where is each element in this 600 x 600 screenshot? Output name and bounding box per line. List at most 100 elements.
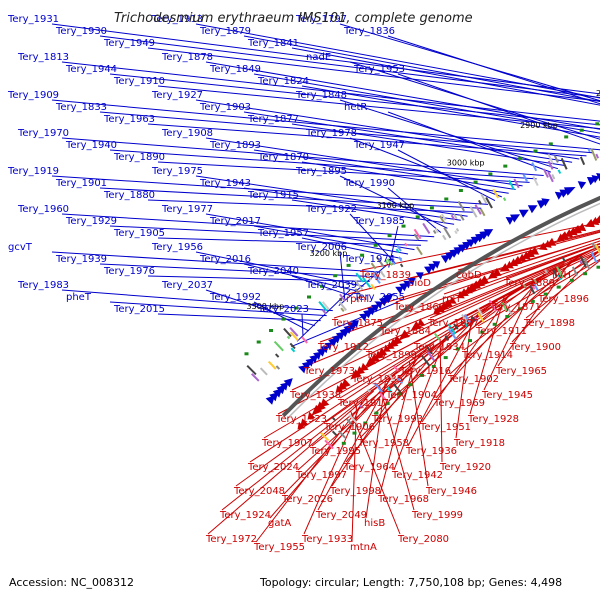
gene-label-reverse: Tery_1914 [461, 350, 513, 361]
gene-label-forward: Tery_1895 [295, 166, 347, 177]
feature-tracks [244, 122, 600, 450]
feature-tick [390, 259, 396, 266]
gene-arrow-reverse [570, 225, 582, 234]
gene-connector-reverse [317, 376, 392, 511]
marker-tick [360, 253, 365, 257]
gene-arrow-reverse [509, 258, 519, 267]
gene-label-forward: Tery_1929 [65, 216, 117, 227]
gene-connector-reverse [463, 249, 600, 351]
feature-tick [440, 346, 446, 352]
backbone-ring [281, 195, 600, 418]
feature-tick [286, 335, 291, 340]
gene-label-reverse: Tery_1998 [329, 486, 381, 497]
gene-arrow-forward [596, 173, 600, 182]
feature-tick [362, 276, 372, 288]
gene-arrow-forward [298, 365, 307, 374]
gene-connector-forward [99, 187, 482, 209]
gene-label-reverse: Tery_1889 [503, 278, 555, 289]
feature-tick [552, 269, 558, 278]
gene-connector-forward [109, 225, 428, 242]
gene-label-forward: Tery_1849 [209, 64, 261, 75]
gene-arrow-forward [359, 313, 368, 322]
feature-tick [355, 297, 360, 303]
gene-label-forward: Tery_1905 [113, 228, 165, 239]
gene-connector-forward [61, 137, 544, 176]
feature-tick [504, 303, 513, 316]
gene-arrow-forward [320, 345, 329, 354]
gene-arrow-reverse [469, 280, 481, 290]
feature-tick [354, 288, 364, 299]
feature-tick [551, 173, 556, 180]
gene-label-reverse: gatA [268, 518, 291, 529]
gene-label-reverse: Tery_1973 [303, 366, 355, 377]
feature-tick [412, 366, 417, 372]
gene-label-forward: Tery_1910 [113, 76, 165, 87]
feature-tick [427, 351, 436, 362]
gene-connector-forward [147, 123, 587, 157]
feature-tick [413, 233, 420, 241]
feature-tick [399, 263, 404, 268]
feature-tick [571, 266, 578, 276]
gene-label-reverse: Tery_2048 [233, 486, 285, 497]
gene-connector-forward [301, 313, 304, 337]
gene-connector-reverse [207, 390, 375, 535]
feature-tick [246, 364, 257, 376]
feature-tick [532, 176, 539, 187]
gene-arrow-forward [280, 382, 289, 391]
feature-tick [454, 230, 458, 235]
marker-tick [320, 284, 324, 288]
marker-tick [455, 347, 460, 351]
marker-tick [543, 292, 548, 296]
feature-tick [289, 327, 299, 337]
gene-arrow-reverse [449, 296, 457, 304]
gene-label-reverse: Tery_1900 [509, 342, 561, 353]
gene-connector-reverse [325, 284, 525, 423]
gene-label-forward: Tery_1813 [17, 52, 69, 63]
gene-connector-reverse [331, 352, 422, 487]
feature-tick [579, 156, 586, 166]
gene-connector-forward [349, 137, 502, 198]
feature-tick [523, 284, 527, 288]
gene-label-reverse: Tery_1995 [309, 446, 361, 457]
feature-tick [463, 321, 469, 327]
feature-tick [355, 272, 364, 283]
feature-tick [331, 417, 336, 421]
feature-tick [375, 256, 385, 268]
gene-connector-forward [109, 149, 537, 180]
feature-tick [331, 430, 338, 436]
gene-connector-forward [195, 99, 580, 160]
feature-tick [470, 315, 476, 322]
gene-arrow-reverse [505, 260, 514, 269]
gene-label-reverse: Tery_1917 [337, 398, 389, 409]
gene-label-reverse: Tery_1936 [405, 446, 457, 457]
gene-label-reverse: Tery_1911 [475, 326, 527, 337]
gene-label-forward: Tery_1915 [247, 190, 299, 201]
feature-tick [434, 227, 439, 234]
feature-tick [522, 173, 528, 182]
gene-connector-reverse [393, 334, 447, 471]
feature-tick [416, 246, 423, 256]
gene-connector-forward [291, 301, 399, 348]
gene-connector-forward [205, 137, 523, 187]
feature-tick [478, 199, 482, 205]
kbp-marker-label: 2800 kbp [596, 89, 600, 98]
gene-label-reverse: Tery_1968 [377, 494, 429, 505]
gene-connector-forward [99, 263, 377, 278]
feature-tick [533, 278, 538, 284]
feature-tick [433, 332, 441, 341]
gene-arrow-reverse [492, 267, 502, 276]
feature-tick [370, 283, 376, 290]
gene-arrow-reverse [410, 321, 422, 331]
gene-label-reverse: Tery_2080 [397, 534, 449, 545]
marker-tick [269, 329, 273, 332]
gene-arrow-reverse [360, 362, 369, 372]
gene-connector-forward [61, 213, 435, 238]
gene-label-reverse: Tery_1916 [399, 366, 451, 377]
gene-connector-reverse [291, 262, 565, 391]
feature-tick [275, 365, 281, 370]
gene-arrow-reverse [518, 253, 527, 262]
gene-label-forward: Tery_1878 [161, 52, 213, 63]
feature-tick [590, 251, 598, 264]
gene-arrow-reverse [474, 277, 486, 287]
gene-arrow-forward [554, 191, 564, 200]
